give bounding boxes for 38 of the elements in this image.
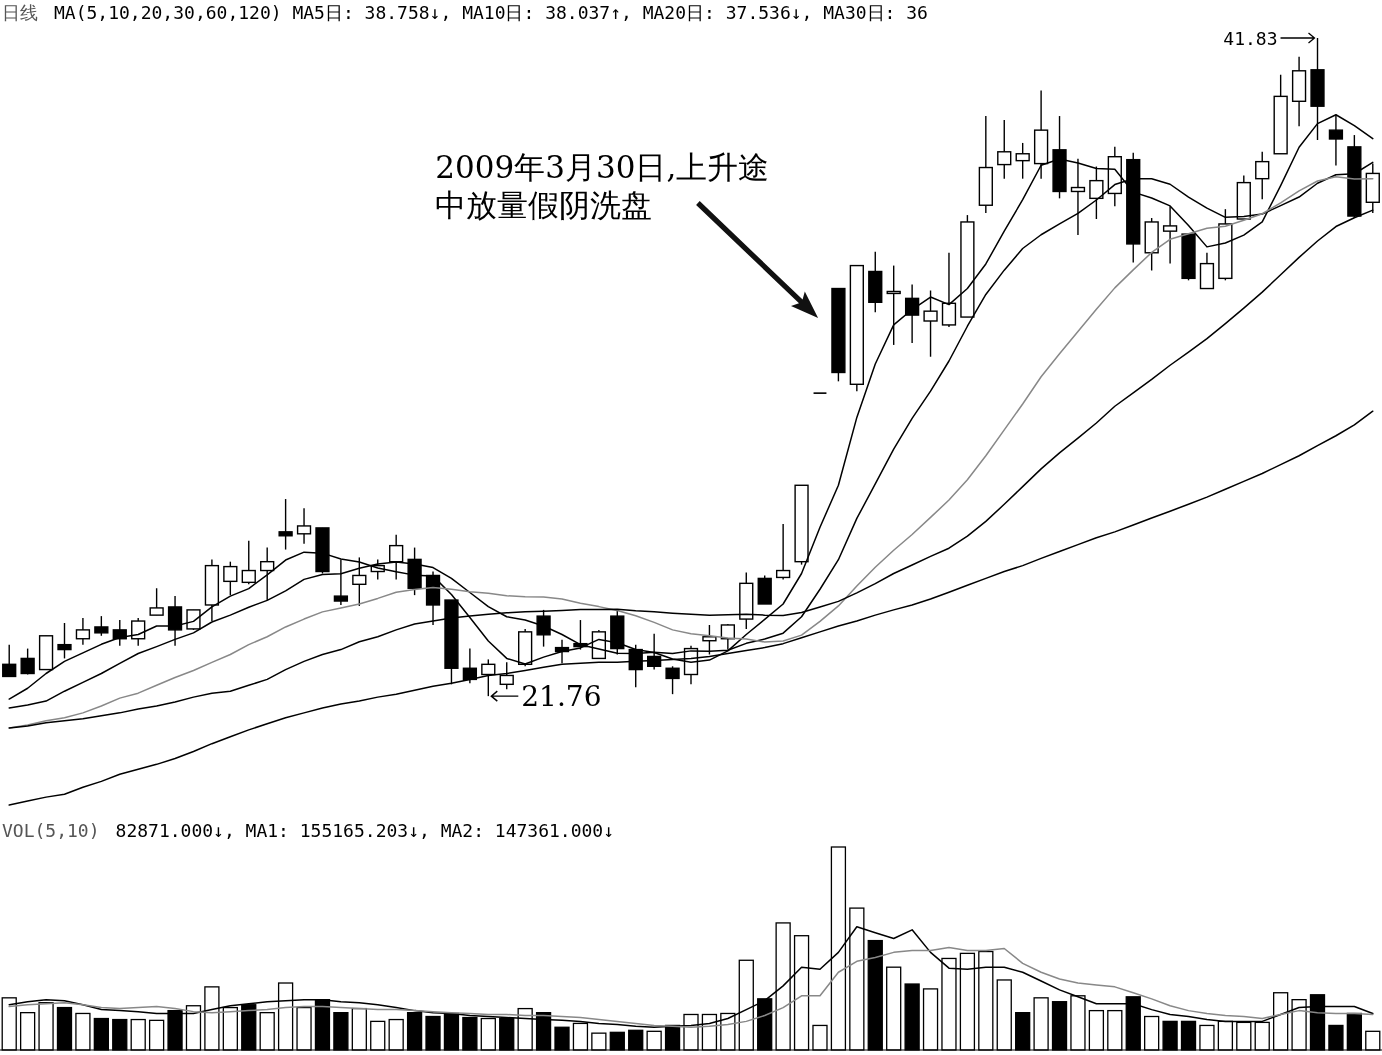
candlestick bbox=[1089, 165, 1104, 220]
candlestick bbox=[499, 661, 514, 690]
candlestick bbox=[702, 624, 717, 656]
candlestick bbox=[167, 595, 183, 647]
chart-title: 日线 bbox=[2, 2, 38, 23]
candlestick bbox=[775, 523, 791, 581]
candlestick bbox=[296, 507, 312, 545]
candlestick bbox=[997, 119, 1012, 180]
candlestick bbox=[352, 556, 367, 607]
candlestick bbox=[278, 498, 293, 551]
candlestick bbox=[886, 264, 901, 346]
candlestick bbox=[665, 665, 680, 695]
candlestick bbox=[186, 609, 201, 631]
candlestick bbox=[131, 617, 146, 647]
candlestick bbox=[389, 534, 404, 581]
candlestick bbox=[333, 558, 349, 606]
candlestick bbox=[223, 560, 238, 596]
candlestick bbox=[20, 647, 35, 676]
chart-subtitle: MA(5,10,20,30,60,120) MA5日: 38.758↓, MA10日: 38.037↑, MA20日: 37.536↓, MA30日: 36 bbox=[54, 2, 928, 23]
candlestick bbox=[923, 289, 938, 358]
candlestick bbox=[1162, 205, 1178, 265]
chart-title: VOL(5,10) bbox=[2, 820, 100, 841]
annotation: 21.76 bbox=[521, 680, 602, 714]
chart-subtitle: 82871.000↓, MA1: 155165.203↓, MA2: 147361.000↓ bbox=[115, 820, 615, 841]
candlestick bbox=[94, 615, 109, 637]
candlestick bbox=[1015, 142, 1030, 180]
candlestick bbox=[260, 546, 275, 601]
candlestick bbox=[941, 252, 957, 328]
candlestick bbox=[75, 617, 91, 646]
candlestick bbox=[241, 540, 256, 586]
annotation: 41.83 bbox=[1223, 27, 1278, 49]
annotation: 2009年3月30日,上升途中放量假阴洗盘 bbox=[435, 149, 770, 223]
candlestick bbox=[2, 643, 17, 678]
candlestick bbox=[149, 587, 164, 616]
candlestick bbox=[1255, 151, 1270, 201]
candlestick bbox=[536, 609, 551, 648]
candlestick bbox=[57, 622, 72, 660]
candlestick bbox=[481, 658, 496, 697]
